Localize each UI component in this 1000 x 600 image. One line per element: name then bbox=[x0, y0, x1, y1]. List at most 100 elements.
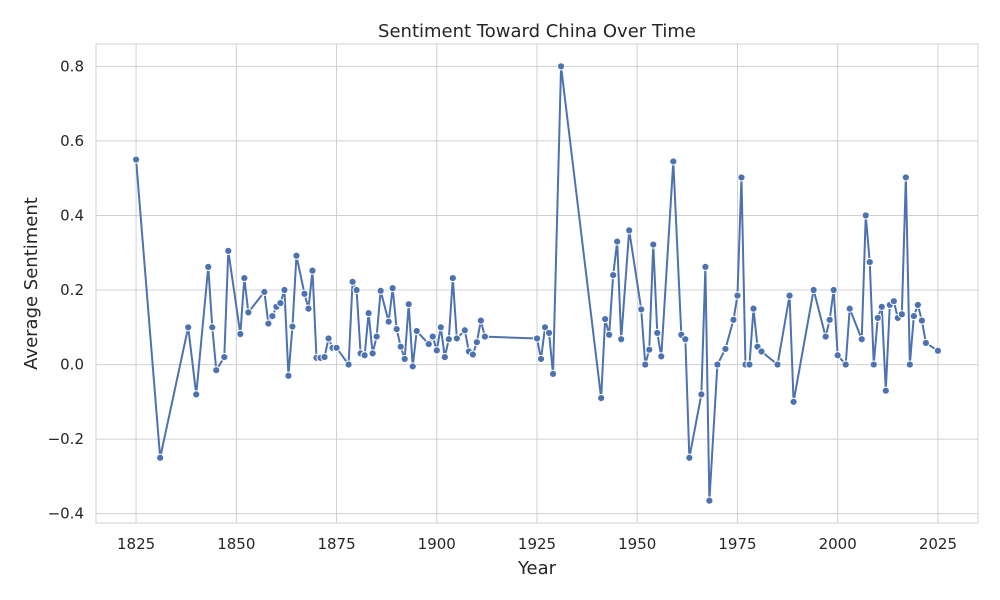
data-point bbox=[681, 335, 690, 344]
x-tick-label: 1875 bbox=[317, 535, 355, 553]
data-point bbox=[821, 332, 830, 341]
data-point bbox=[825, 315, 834, 324]
data-point bbox=[901, 173, 910, 182]
data-point bbox=[733, 291, 742, 300]
data-point bbox=[605, 330, 614, 339]
data-point bbox=[697, 390, 706, 399]
data-point bbox=[192, 390, 201, 399]
data-point bbox=[404, 300, 413, 309]
x-tick-label: 1900 bbox=[418, 535, 456, 553]
x-tick-label: 2025 bbox=[919, 535, 957, 553]
data-point bbox=[881, 386, 890, 395]
x-tick-label: 1825 bbox=[117, 535, 155, 553]
data-point bbox=[384, 317, 393, 326]
data-point bbox=[617, 335, 626, 344]
data-point bbox=[280, 285, 289, 295]
data-point bbox=[436, 323, 445, 332]
data-point bbox=[889, 297, 898, 306]
data-point bbox=[737, 173, 746, 182]
data-point bbox=[809, 285, 818, 295]
data-point bbox=[649, 240, 658, 249]
data-point bbox=[653, 328, 662, 337]
data-point bbox=[460, 326, 469, 335]
data-point bbox=[713, 360, 722, 369]
data-point bbox=[613, 237, 622, 246]
data-point bbox=[276, 298, 285, 308]
x-tick-label: 1925 bbox=[518, 535, 556, 553]
data-point bbox=[468, 350, 477, 359]
data-point bbox=[376, 286, 385, 295]
data-point bbox=[637, 305, 646, 314]
data-point bbox=[184, 323, 193, 332]
data-point bbox=[284, 371, 293, 380]
data-point bbox=[392, 325, 401, 334]
data-point bbox=[412, 326, 421, 336]
data-point bbox=[721, 344, 730, 354]
data-point bbox=[917, 316, 926, 325]
x-axis-label: Year bbox=[517, 558, 557, 579]
y-tick-label: 0.0 bbox=[60, 356, 84, 374]
x-tick-label: 1975 bbox=[718, 535, 756, 553]
data-point bbox=[428, 332, 437, 341]
data-point bbox=[789, 397, 798, 406]
data-point bbox=[304, 304, 313, 313]
data-point bbox=[913, 300, 922, 310]
data-point bbox=[448, 273, 457, 283]
data-point bbox=[480, 332, 489, 341]
data-point bbox=[476, 316, 485, 325]
x-tick-label: 1950 bbox=[618, 535, 656, 553]
data-point bbox=[897, 310, 906, 319]
data-point bbox=[625, 226, 634, 235]
data-point bbox=[701, 262, 710, 272]
data-point bbox=[360, 351, 369, 360]
data-point bbox=[300, 289, 309, 298]
data-point bbox=[288, 322, 297, 331]
chart-title: Sentiment Toward China Over Time bbox=[378, 21, 696, 42]
data-point bbox=[240, 273, 249, 283]
data-point bbox=[685, 453, 694, 462]
data-point bbox=[556, 62, 566, 71]
data-point bbox=[268, 312, 277, 321]
data-point bbox=[865, 257, 874, 267]
y-tick-label: −0.4 bbox=[48, 505, 84, 523]
data-point bbox=[260, 287, 269, 296]
data-point bbox=[773, 360, 782, 369]
x-tick-labels: 1825 1850 1875 1900 1925 1950 1975 2000 2025 bbox=[117, 535, 957, 553]
data-point bbox=[536, 354, 546, 364]
plot-frame bbox=[95, 43, 979, 524]
data-point bbox=[829, 285, 838, 295]
data-point bbox=[861, 211, 870, 220]
data-point bbox=[645, 345, 654, 354]
data-point bbox=[244, 308, 253, 317]
data-point bbox=[308, 266, 317, 275]
series-layer bbox=[131, 62, 943, 505]
y-tick-label: 0.2 bbox=[60, 281, 84, 299]
data-point bbox=[452, 334, 461, 343]
y-tick-label: 0.8 bbox=[60, 57, 84, 75]
data-point bbox=[749, 304, 758, 313]
data-point bbox=[332, 343, 341, 352]
y-axis-label: Average Sentiment bbox=[21, 197, 42, 370]
data-point bbox=[905, 360, 914, 369]
data-point bbox=[841, 360, 850, 369]
data-point bbox=[212, 366, 221, 375]
data-point bbox=[548, 369, 558, 378]
data-point bbox=[372, 332, 381, 341]
data-point bbox=[324, 334, 333, 343]
data-point bbox=[757, 347, 766, 356]
data-point bbox=[352, 285, 361, 295]
data-point bbox=[344, 360, 353, 369]
data-point bbox=[877, 302, 886, 311]
y-tick-label: 0.4 bbox=[60, 206, 84, 224]
data-point bbox=[208, 323, 217, 332]
data-point bbox=[320, 353, 329, 362]
data-point bbox=[857, 335, 866, 344]
data-point bbox=[131, 155, 141, 164]
data-point bbox=[544, 328, 554, 337]
data-point bbox=[444, 335, 453, 344]
data-point bbox=[933, 346, 943, 355]
y-tick-label: 0.6 bbox=[60, 132, 84, 150]
y-tick-label: −0.2 bbox=[48, 430, 84, 448]
data-point bbox=[745, 360, 754, 369]
